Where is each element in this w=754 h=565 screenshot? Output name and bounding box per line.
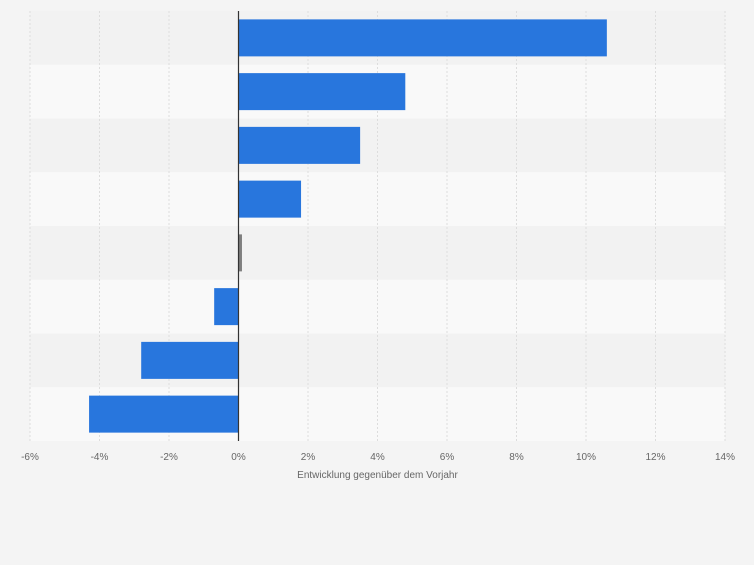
x-tick-label: -2% <box>160 452 178 463</box>
bar[interactable] <box>238 234 242 272</box>
bar[interactable] <box>238 180 302 218</box>
bar[interactable] <box>238 19 607 57</box>
x-tick-label: 10% <box>576 452 596 463</box>
x-tick-label: 8% <box>509 452 524 463</box>
x-tick-label: 12% <box>645 452 665 463</box>
bar[interactable] <box>238 126 361 164</box>
bar[interactable] <box>141 341 239 379</box>
x-tick-label: -4% <box>91 452 109 463</box>
x-tick-label: 14% <box>715 452 735 463</box>
bar[interactable] <box>89 395 239 433</box>
x-tick-label: 2% <box>301 452 316 463</box>
x-tick-label: 6% <box>440 452 455 463</box>
bar[interactable] <box>238 73 406 111</box>
x-tick-labels: -6% -4% -2% 0% 2% 4% 6% 8% 10% 12% 14% <box>21 452 735 463</box>
bar[interactable] <box>214 288 239 326</box>
x-tick-label: 0% <box>231 452 246 463</box>
bars-group <box>89 19 607 433</box>
x-tick-label: -6% <box>21 452 39 463</box>
x-axis-label: Entwicklung gegenüber dem Vorjahr <box>297 470 458 481</box>
x-tick-label: 4% <box>370 452 385 463</box>
